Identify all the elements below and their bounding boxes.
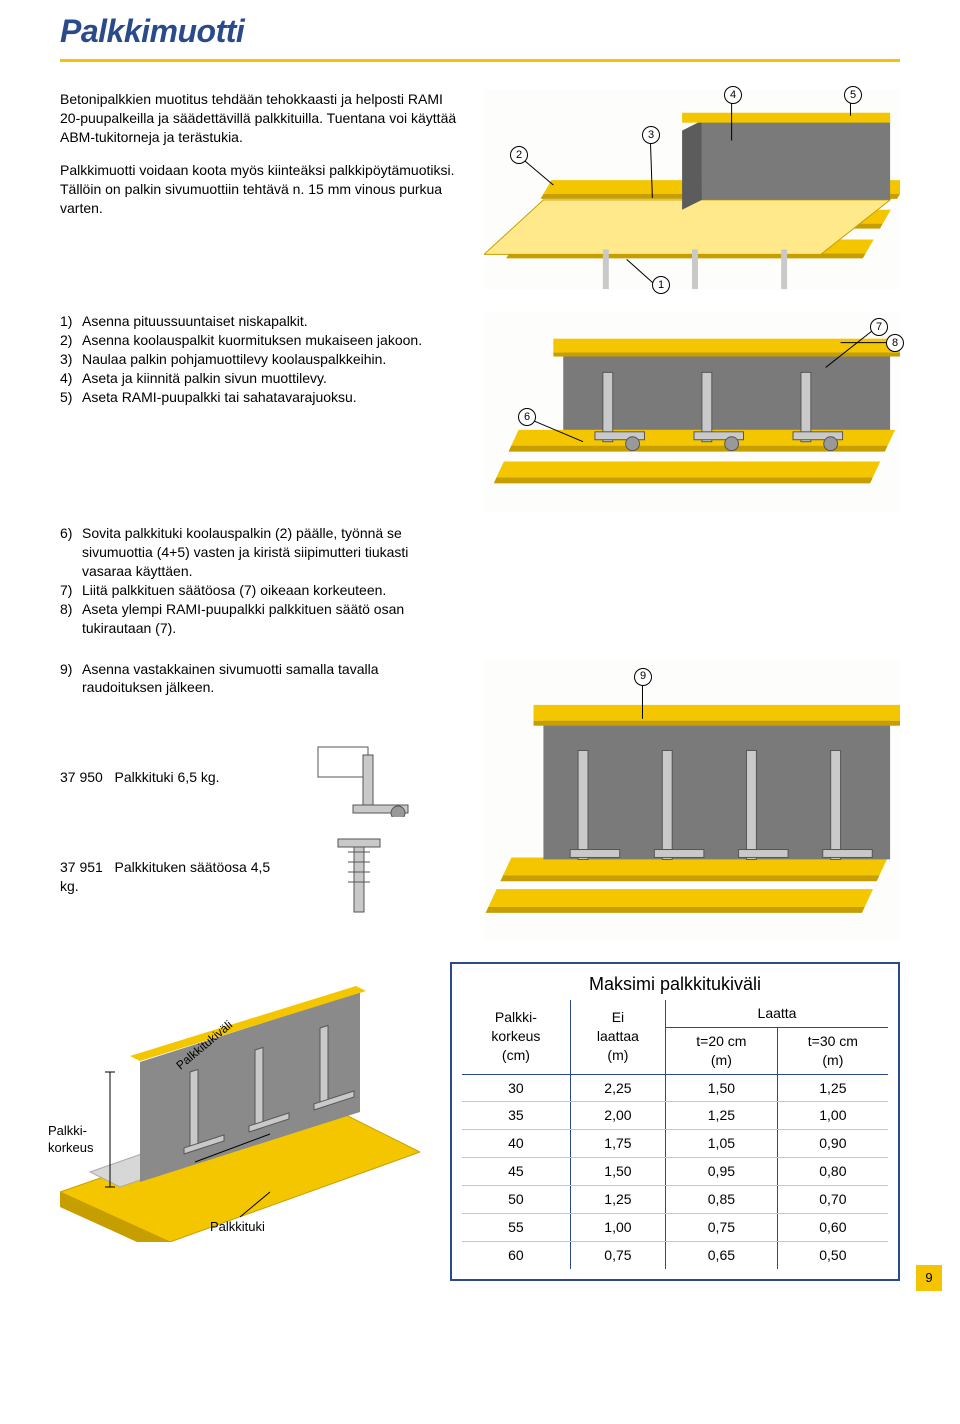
step-8-t: Aseta ylempi RAMI-puupalkki palkkituen s… (82, 600, 460, 638)
intro-p1: Betonipalkkien muotitus tehdään tehokkaa… (60, 90, 460, 147)
span-table: Palkki- korkeus (cm) Ei laattaa (m) Laat… (462, 1000, 888, 1269)
th-col1: Palkki- korkeus (cm) (462, 1000, 570, 1074)
table-row: 600,750,650,50 (462, 1241, 888, 1268)
table-row: 352,001,251,00 (462, 1102, 888, 1130)
label-support: Palkkituki (210, 1218, 265, 1236)
row-steps-a: 1)Asenna pituussuuntaiset niskapalkit. 2… (60, 312, 900, 512)
label-height: Palkki- korkeus (48, 1122, 94, 1157)
step-3-n: 3) (60, 350, 82, 369)
figure-1-svg (484, 90, 900, 290)
step-6-t: Sovita palkkituki koolauspalkin (2) pääl… (82, 524, 460, 581)
step-2-t: Asenna koolauspalkit kuormituksen mukais… (82, 331, 422, 350)
table-row: 401,751,050,90 (462, 1130, 888, 1158)
fig3-marker-9: 9 (634, 668, 652, 686)
step-4-t: Aseta ja kiinnitä palkin sivun muottilev… (82, 369, 327, 388)
bottom-row: Palkki- korkeus Palkkitukiväli Palkkituk… (60, 962, 900, 1281)
table-row: 451,500,950,80 (462, 1158, 888, 1186)
step-5-t: Aseta RAMI-puupalkki tai sahatavarajuoks… (82, 388, 357, 407)
page-title: Palkkimuotti (60, 10, 900, 53)
figure-1: 1 2 3 4 5 (484, 90, 900, 290)
iso-svg (60, 962, 420, 1242)
table-title: Maksimi palkkitukiväli (462, 972, 888, 996)
spec-1: 37 950 Palkkituki 6,5 kg. (60, 768, 290, 787)
step-9-t: Asenna vastakkainen sivumuotti samalla t… (82, 660, 460, 698)
figure-3-svg (484, 660, 900, 940)
spec-1-code: 37 950 (60, 769, 103, 785)
step-3-t: Naulaa palkin pohjamuottilevy koolauspal… (82, 350, 386, 369)
table-container: Maksimi palkkitukiväli Palkki- korkeus (… (450, 962, 900, 1281)
spec-2-code: 37 951 (60, 859, 103, 875)
page-number: 9 (916, 1265, 942, 1291)
table-row: 302,251,501,25 (462, 1074, 888, 1102)
step-4-n: 4) (60, 369, 82, 388)
step-8-n: 8) (60, 600, 82, 638)
th-col2: Ei laattaa (m) (570, 1000, 665, 1074)
row-steps-b: 6)Sovita palkkituki koolauspalkin (2) pä… (60, 524, 900, 637)
title-rule (60, 59, 900, 62)
table-row: 501,250,850,70 (462, 1186, 888, 1214)
table-row: 551,000,750,60 (462, 1213, 888, 1241)
th-col4: t=30 cm (m) (777, 1027, 888, 1074)
step-1-t: Asenna pituussuuntaiset niskapalkit. (82, 312, 308, 331)
fig1-marker-1: 1 (652, 276, 670, 294)
intro-text: Betonipalkkien muotitus tehdään tehokkaa… (60, 90, 460, 290)
th-col3: t=20 cm (m) (666, 1027, 778, 1074)
figure-2: 6 7 8 (484, 312, 900, 512)
fig2-marker-8: 8 (886, 334, 904, 352)
row-intro: Betonipalkkien muotitus tehdään tehokkaa… (60, 90, 900, 290)
steps-list-c: 9)Asenna vastakkainen sivumuotti samalla… (60, 660, 460, 698)
spec-1-img (308, 737, 418, 817)
figure-3: 9 (484, 660, 900, 940)
spec-1-label: Palkkituki 6,5 kg. (115, 769, 220, 785)
step-7-n: 7) (60, 581, 82, 600)
table-body: 302,251,501,25 352,001,251,00 401,751,05… (462, 1074, 888, 1269)
step-9-n: 9) (60, 660, 82, 698)
intro-p2: Palkkimuotti voidaan koota myös kiinteäk… (60, 161, 460, 218)
bottom-illustration: Palkki- korkeus Palkkitukiväli Palkkituk… (60, 962, 420, 1247)
step-7-t: Liitä palkkituen säätöosa (7) oikeaan ko… (82, 581, 386, 600)
step-6-n: 6) (60, 524, 82, 581)
steps-list-b: 6)Sovita palkkituki koolauspalkin (2) pä… (60, 524, 460, 637)
spec-2: 37 951 Palkkituken säätöosa 4,5 kg. (60, 858, 290, 896)
th-group: Laatta (666, 1000, 888, 1027)
spec-2-img (308, 837, 418, 917)
step-1-n: 1) (60, 312, 82, 331)
step-5-n: 5) (60, 388, 82, 407)
steps-list-a: 1)Asenna pituussuuntaiset niskapalkit. 2… (60, 312, 460, 406)
step-2-n: 2) (60, 331, 82, 350)
figure-2-svg (484, 312, 900, 512)
row-steps-c: 9)Asenna vastakkainen sivumuotti samalla… (60, 660, 900, 940)
